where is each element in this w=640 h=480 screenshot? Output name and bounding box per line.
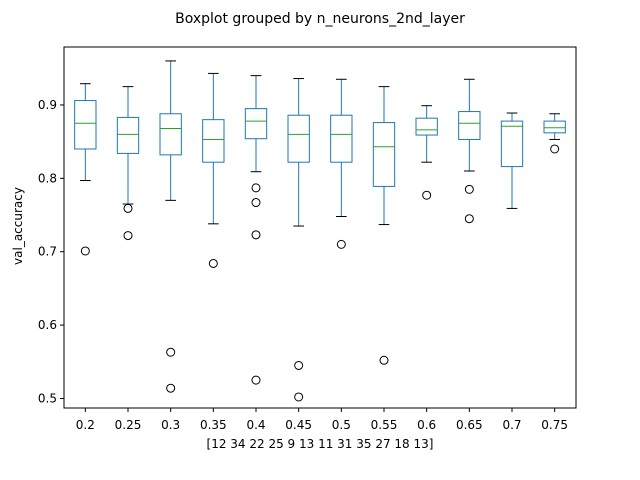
y-tick-label: 0.5 <box>38 391 57 405</box>
y-axis-label: val_accuracy <box>11 187 25 265</box>
chart-title: Boxplot grouped by n_neurons_2nd_layer <box>175 11 465 27</box>
box <box>543 120 566 134</box>
x-tick-label: 0.3 <box>161 418 180 432</box>
box <box>415 117 438 136</box>
box <box>372 122 396 187</box>
outlier-point <box>550 144 560 154</box>
y-tick-label: 0.9 <box>38 98 57 112</box>
plot-area: 0.5 0.6 0.7 0.8 0.9 0.2 0.25 0.3 0.35 0.4 0.45 0.5 0… <box>38 60 568 432</box>
x-tick-label: 0.45 <box>285 418 312 432</box>
box <box>330 114 353 163</box>
box <box>116 116 140 154</box>
outlier-point <box>251 375 261 385</box>
outlier-point <box>251 230 261 240</box>
outlier-point <box>464 214 474 224</box>
box <box>159 113 182 156</box>
plot-frame <box>63 46 577 409</box>
x-tick-label: 0.25 <box>115 418 142 432</box>
outlier-point <box>336 239 346 249</box>
box <box>458 111 481 140</box>
x-tick-label: 0.5 <box>332 418 351 432</box>
outlier-point <box>80 246 90 256</box>
outlier-point <box>166 347 176 357</box>
x-axis-label: [12 34 22 25 9 13 11 31 35 27 18 13] <box>207 437 434 451</box>
outlier-point <box>251 183 261 193</box>
x-tick-label: 0.35 <box>200 418 227 432</box>
x-tick-label: 0.7 <box>502 418 521 432</box>
box <box>500 120 524 168</box>
x-tick-label: 0.65 <box>456 418 483 432</box>
x-tick-label: 0.2 <box>76 418 95 432</box>
x-tick-label: 0.75 <box>541 418 568 432</box>
y-tick-label: 0.6 <box>38 318 57 332</box>
outlier-point <box>166 383 176 393</box>
y-tick-label: 0.8 <box>38 171 57 185</box>
outlier-point <box>464 184 474 194</box>
x-tick-label: 0.6 <box>417 418 436 432</box>
box <box>74 100 97 150</box>
outlier-point <box>422 190 432 200</box>
outlier-point <box>123 231 133 241</box>
x-tick-label: 0.4 <box>246 418 265 432</box>
outlier-point <box>294 360 304 370</box>
y-tick-label: 0.7 <box>38 245 57 259</box>
box <box>287 114 310 163</box>
x-tick-label: 0.55 <box>371 418 398 432</box>
outlier-point <box>379 355 389 365</box>
outlier-point <box>208 258 218 268</box>
outlier-point <box>123 203 133 213</box>
outlier-point <box>251 198 261 208</box>
box <box>202 119 225 163</box>
outlier-point <box>294 392 304 402</box>
box <box>244 108 268 140</box>
